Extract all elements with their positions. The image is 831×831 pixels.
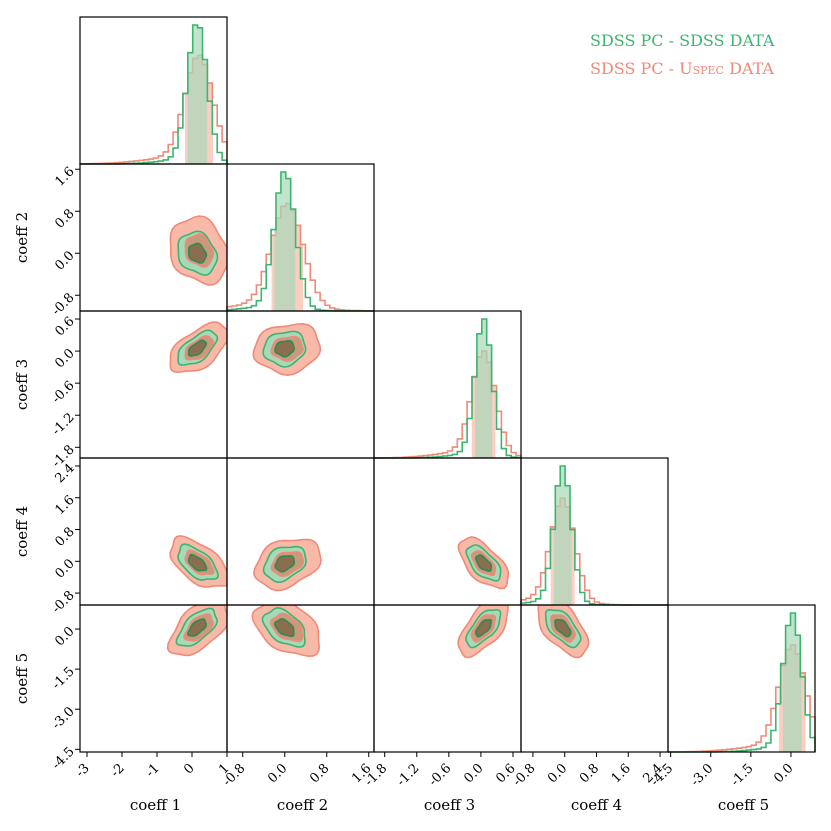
histogram-panel-4 (520, 465, 668, 606)
sdss-contour-inner (474, 554, 493, 573)
contour-panel-2-4 (253, 538, 322, 592)
contour-panel-1-3 (169, 321, 227, 373)
y-axis-label: coeff 4 (13, 506, 31, 557)
legend-uspec-suffix: DATA (723, 59, 774, 78)
x-tick-label: -1.5 (728, 761, 756, 789)
hist-uspec-step (373, 350, 522, 459)
hist-shaded-interval (187, 25, 208, 164)
x-axis-label: coeff 4 (571, 796, 622, 814)
hist-sdss-step (374, 318, 522, 459)
sdss-contour-inner (187, 553, 208, 572)
panel-frame (520, 457, 669, 606)
panel-frame (226, 457, 375, 606)
y-tick-label: 0.8 (52, 206, 77, 231)
contour-layers (169, 215, 227, 286)
histogram-panel-3 (373, 318, 522, 459)
contour-layers (169, 534, 227, 588)
sdss-contour-inner (274, 339, 296, 358)
sdss-contour-inner (474, 618, 493, 638)
x-tick-label: -1 (143, 761, 163, 781)
y-tick-label: 0.8 (52, 525, 77, 550)
contour-layers (252, 322, 322, 377)
contour-layers (166, 605, 227, 657)
histogram-panel-2 (226, 171, 375, 312)
hist-uspec-step (520, 497, 668, 606)
x-tick-label: 0.8 (577, 761, 602, 786)
x-tick-label: 0.0 (265, 761, 290, 786)
legend-uspec-entry: SDSS PC - Uspec DATA (590, 59, 774, 78)
sdss-contour-inner (187, 339, 208, 357)
contour-panel-1-4 (169, 534, 227, 588)
contour-panel-1-5 (166, 605, 227, 657)
x-tick-label: -0.6 (426, 761, 454, 789)
hist-shaded-interval (475, 319, 493, 458)
contour-layers (457, 605, 509, 659)
x-tick-label: -0.8 (510, 761, 538, 789)
y-tick-label: 0.0 (52, 624, 77, 649)
contour-layers (251, 605, 321, 657)
y-tick-label: -1.5 (49, 664, 77, 692)
y-axis-label: coeff 2 (13, 212, 31, 263)
y-tick-label: -0.8 (49, 290, 77, 318)
x-tick-label: -1.2 (394, 761, 422, 789)
contour-panel-2-5 (251, 605, 321, 657)
histogram-panel-1 (79, 24, 228, 165)
panel-frame (667, 604, 816, 753)
contour-panel-4-5 (537, 605, 590, 659)
contour-panel-2-3 (252, 322, 322, 377)
y-tick-label: 0.0 (52, 556, 77, 581)
hist-shaded-interval (554, 466, 572, 605)
contour-panel-3-4 (457, 536, 509, 590)
x-tick-label: -2 (108, 761, 128, 781)
x-tick-label: -3.0 (688, 761, 716, 789)
y-tick-label: 0.0 (52, 248, 77, 273)
x-tick-label: 0.0 (545, 761, 570, 786)
x-tick-label: 0 (181, 761, 197, 777)
y-tick-label: 1.6 (52, 493, 77, 518)
x-tick-label: 1.6 (609, 761, 634, 786)
sdss-contour-inner (554, 618, 572, 638)
legend-uspec-prefix: SDSS PC - (590, 59, 680, 78)
y-tick-label: 0.6 (52, 314, 77, 339)
hist-shaded-interval (782, 613, 802, 752)
x-tick-label: 0.8 (307, 761, 332, 786)
y-axis-label: coeff 5 (13, 653, 31, 704)
y-tick-label: -3.0 (49, 704, 77, 732)
x-tick-label: 0.0 (461, 761, 486, 786)
x-axis-label: coeff 3 (424, 796, 475, 814)
y-tick-label: 1.6 (52, 164, 77, 189)
legend-sdss-entry: SDSS PC - SDSS DATA (590, 31, 775, 50)
y-tick-label: -0.6 (49, 378, 77, 406)
sdss-contour-inner (187, 242, 208, 264)
y-tick-label: -0.8 (49, 588, 77, 616)
contour-layers (457, 536, 509, 590)
histogram-panel-5 (667, 612, 816, 753)
sdss-contour-inner (274, 554, 296, 573)
x-axis-label: coeff 2 (277, 796, 328, 814)
y-axis-label: coeff 3 (13, 359, 31, 410)
contour-layers (537, 605, 590, 659)
legend-uspec-smallcaps: Uspec (679, 59, 724, 78)
contour-panel-3-5 (457, 605, 509, 659)
x-axis-label: coeff 1 (130, 796, 181, 814)
sdss-contour-inner (186, 618, 208, 637)
x-axis-label: coeff 5 (718, 796, 769, 814)
x-tick-label: -3 (73, 761, 93, 781)
contour-panel-1-2 (169, 215, 227, 286)
x-tick-label: 0.0 (771, 761, 796, 786)
y-tick-label: 0.0 (52, 346, 77, 371)
contour-layers (169, 321, 227, 373)
contour-layers (253, 538, 322, 592)
hist-sdss-step (520, 465, 668, 606)
sdss-contour-inner (273, 617, 295, 638)
panel-frame (373, 310, 522, 459)
y-tick-label: -1.2 (49, 410, 77, 438)
